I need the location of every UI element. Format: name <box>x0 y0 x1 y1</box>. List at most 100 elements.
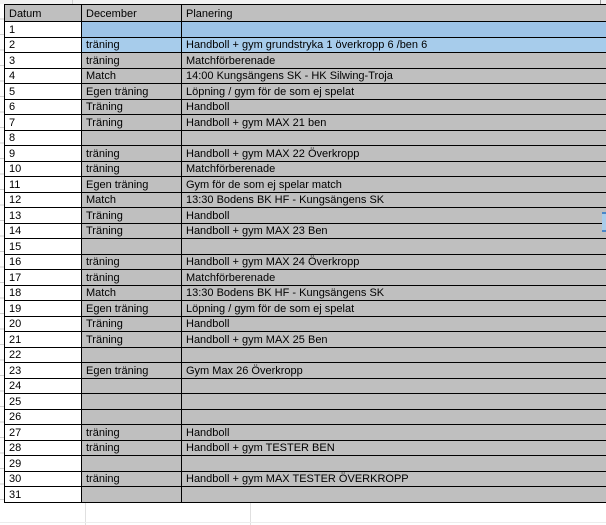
december-cell[interactable]: Egen träning <box>81 300 182 317</box>
planering-cell[interactable]: 14:00 Kungsängens SK - HK Silwing-Troja <box>181 67 606 84</box>
header-cell-planering[interactable]: Planering <box>181 4 606 22</box>
planering-cell[interactable] <box>181 393 606 410</box>
planering-cell[interactable] <box>181 238 606 255</box>
december-cell[interactable]: träning <box>81 145 182 162</box>
datum-cell[interactable]: 19 <box>4 300 82 317</box>
planering-cell[interactable] <box>181 377 606 394</box>
planering-cell[interactable] <box>181 455 606 472</box>
december-cell[interactable] <box>81 486 182 503</box>
datum-cell[interactable]: 27 <box>4 424 82 441</box>
december-cell[interactable]: träning <box>81 253 182 270</box>
planering-cell[interactable]: Matchförberenade <box>181 52 606 69</box>
datum-cell[interactable]: 31 <box>4 486 82 503</box>
datum-cell[interactable]: 23 <box>4 362 82 379</box>
planering-cell[interactable]: 13:30 Bodens BK HF - Kungsängens SK <box>181 284 606 301</box>
planering-cell[interactable]: Handboll <box>181 424 606 441</box>
datum-cell[interactable]: 8 <box>4 129 82 146</box>
planering-cell[interactable] <box>181 346 606 363</box>
december-cell[interactable]: träning <box>81 36 182 53</box>
datum-cell[interactable]: 6 <box>4 98 82 115</box>
december-cell[interactable]: träning <box>81 269 182 286</box>
december-cell[interactable] <box>81 393 182 410</box>
december-cell[interactable]: Match <box>81 284 182 301</box>
december-cell[interactable]: träning <box>81 160 182 177</box>
december-cell[interactable]: Träning <box>81 331 182 348</box>
header-cell-december[interactable]: December <box>81 4 182 22</box>
table-row: 20 Träning Handboll <box>4 315 606 332</box>
datum-cell[interactable]: 2 <box>4 36 82 53</box>
datum-cell[interactable]: 14 <box>4 222 82 239</box>
datum-cell[interactable]: 9 <box>4 145 82 162</box>
datum-cell[interactable]: 7 <box>4 114 82 131</box>
december-cell[interactable]: Träning <box>81 207 182 224</box>
planering-cell[interactable]: Handboll + gym grundstryka 1 överkropp 6… <box>181 36 606 53</box>
datum-cell[interactable]: 4 <box>4 67 82 84</box>
datum-cell[interactable]: 24 <box>4 377 82 394</box>
planering-cell[interactable]: Gym Max 26 Överkropp <box>181 362 606 379</box>
planering-cell[interactable] <box>181 21 606 38</box>
planering-cell[interactable]: Handboll + gym MAX 24 Överkropp <box>181 253 606 270</box>
december-cell[interactable]: Träning <box>81 98 182 115</box>
planering-cell[interactable]: Löpning / gym för de som ej spelat <box>181 300 606 317</box>
table-row: 15 <box>4 238 606 255</box>
planering-cell[interactable]: 13:30 Bodens BK HF - Kungsängens SK <box>181 191 606 208</box>
december-cell[interactable]: Träning <box>81 114 182 131</box>
datum-cell[interactable]: 20 <box>4 315 82 332</box>
datum-cell[interactable]: 5 <box>4 83 82 100</box>
datum-cell[interactable]: 11 <box>4 176 82 193</box>
december-cell[interactable]: Match <box>81 191 182 208</box>
datum-cell[interactable]: 30 <box>4 470 82 487</box>
datum-cell[interactable]: 21 <box>4 331 82 348</box>
december-cell[interactable] <box>81 21 182 38</box>
december-cell[interactable] <box>81 346 182 363</box>
datum-cell[interactable]: 13 <box>4 207 82 224</box>
december-cell[interactable]: träning <box>81 424 182 441</box>
datum-cell[interactable]: 16 <box>4 253 82 270</box>
planering-cell[interactable]: Handboll <box>181 98 606 115</box>
datum-cell[interactable]: 25 <box>4 393 82 410</box>
planering-cell[interactable] <box>181 129 606 146</box>
planering-cell[interactable]: Gym för de som ej spelar match <box>181 176 606 193</box>
december-cell[interactable]: Match <box>81 67 182 84</box>
datum-cell[interactable]: 17 <box>4 269 82 286</box>
datum-cell[interactable]: 22 <box>4 346 82 363</box>
december-cell[interactable] <box>81 455 182 472</box>
december-cell[interactable]: träning <box>81 439 182 456</box>
planering-cell[interactable] <box>181 408 606 425</box>
planering-cell[interactable]: Handboll <box>181 315 606 332</box>
planering-cell[interactable]: Handboll <box>181 207 606 224</box>
planering-cell[interactable]: Handboll + gym MAX 22 Överkropp <box>181 145 606 162</box>
datum-cell[interactable]: 18 <box>4 284 82 301</box>
datum-cell[interactable]: 1 <box>4 21 82 38</box>
datum-cell[interactable]: 12 <box>4 191 82 208</box>
table-row: 6 Träning Handboll <box>4 98 606 115</box>
datum-cell[interactable]: 10 <box>4 160 82 177</box>
datum-cell[interactable]: 15 <box>4 238 82 255</box>
table-row: 5 Egen träning Löpning / gym för de som ej… <box>4 83 606 100</box>
datum-cell[interactable]: 26 <box>4 408 82 425</box>
december-cell[interactable]: träning <box>81 470 182 487</box>
december-cell[interactable] <box>81 238 182 255</box>
december-cell[interactable]: träning <box>81 52 182 69</box>
planering-cell[interactable]: Matchförberenade <box>181 269 606 286</box>
header-cell-datum[interactable]: Datum <box>4 4 82 22</box>
planering-cell[interactable] <box>181 486 606 503</box>
datum-cell[interactable]: 29 <box>4 455 82 472</box>
datum-cell[interactable]: 28 <box>4 439 82 456</box>
planering-cell[interactable]: Handboll + gym TESTER BEN <box>181 439 606 456</box>
planering-cell[interactable]: Handboll + gym MAX 25 Ben <box>181 331 606 348</box>
december-cell[interactable]: Egen träning <box>81 176 182 193</box>
december-cell[interactable] <box>81 377 182 394</box>
planering-cell[interactable]: Handboll + gym MAX 23 Ben <box>181 222 606 239</box>
december-cell[interactable] <box>81 408 182 425</box>
datum-cell[interactable]: 3 <box>4 52 82 69</box>
december-cell[interactable]: Träning <box>81 315 182 332</box>
december-cell[interactable]: Träning <box>81 222 182 239</box>
planering-cell[interactable]: Handboll + gym MAX TESTER ÖVERKROPP <box>181 470 606 487</box>
december-cell[interactable]: Egen träning <box>81 83 182 100</box>
planering-cell[interactable]: Handboll + gym MAX 21 ben <box>181 114 606 131</box>
planering-cell[interactable]: Matchförberenade <box>181 160 606 177</box>
december-cell[interactable]: Egen träning <box>81 362 182 379</box>
planering-cell[interactable]: Löpning / gym för de som ej spelat <box>181 83 606 100</box>
december-cell[interactable] <box>81 129 182 146</box>
